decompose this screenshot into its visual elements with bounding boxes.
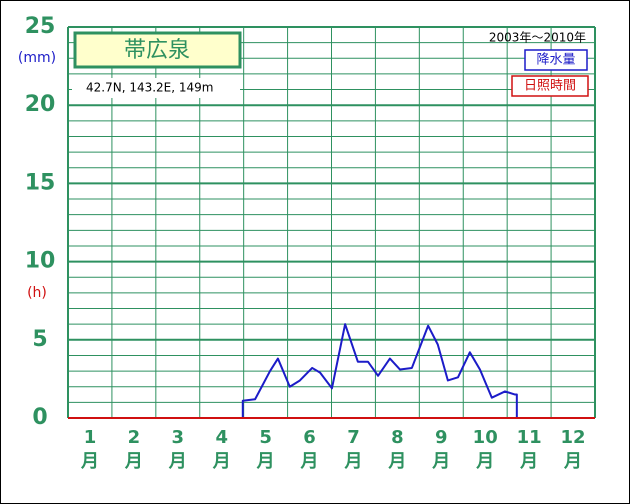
x-tick-label: 7 月 [344, 427, 363, 472]
legend-box [524, 49, 588, 71]
x-tick-label: 10 月 [472, 427, 498, 472]
y-unit: (mm) [18, 50, 56, 66]
series-line [241, 323, 518, 418]
legend-box [511, 75, 589, 97]
legend-label: 降水量 [536, 53, 575, 68]
x-tick-label: 6 月 [300, 427, 319, 472]
title-box [73, 31, 242, 69]
x-tick-label: 12 月 [560, 427, 586, 472]
y-tick-label: 5 [32, 327, 47, 352]
y-unit: (h) [27, 285, 47, 301]
y-tick-label: 0 [32, 405, 47, 430]
x-tick-label: 11 月 [516, 427, 542, 472]
x-tick-label: 2 月 [124, 427, 143, 472]
station-name: 帯広泉 [124, 38, 190, 63]
x-tick-label: 9 月 [432, 427, 451, 472]
y-tick-label: 25 [25, 14, 56, 39]
y-tick-label: 10 [25, 249, 56, 274]
x-tick-label: 5 月 [256, 427, 275, 472]
y-tick-label: 20 [25, 92, 56, 117]
x-tick-label: 4 月 [212, 427, 231, 472]
x-tick-label: 3 月 [168, 427, 187, 472]
x-tick-label: 1 月 [80, 427, 99, 472]
legend-label: 日照時間 [524, 79, 576, 94]
location: 42.7N, 143.2E, 149m [86, 81, 213, 95]
x-tick-label: 8 月 [388, 427, 407, 472]
location-bg [72, 78, 240, 98]
y-tick-label: 15 [25, 170, 56, 195]
period: 2003年～2010年 [489, 31, 586, 45]
